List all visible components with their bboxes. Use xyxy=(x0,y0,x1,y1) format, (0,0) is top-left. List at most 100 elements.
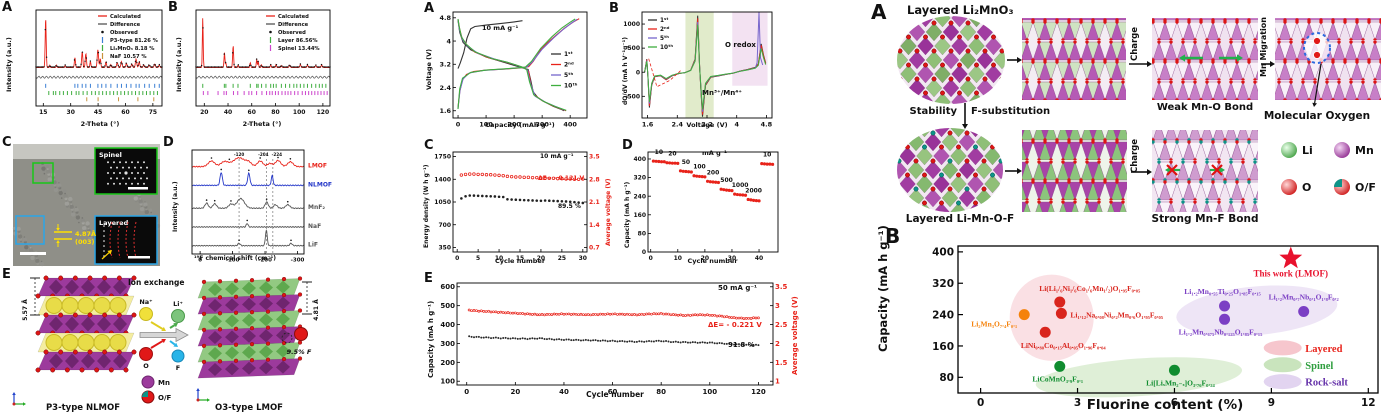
cyc120-xlabel: Cycle number xyxy=(586,390,644,399)
svg-text:1.6: 1.6 xyxy=(439,107,451,115)
svg-text:100: 100 xyxy=(693,164,706,171)
svg-text:0.7: 0.7 xyxy=(589,245,600,252)
svg-text:Mn: Mn xyxy=(1355,144,1374,157)
xrd-a-xlabel: 2-Theta (°) xyxy=(80,120,120,128)
svg-text:320: 320 xyxy=(932,278,954,290)
cyc30-deltae-annotation: ΔE= - 0.121 V xyxy=(538,175,585,182)
svg-text:6: 6 xyxy=(1171,397,1178,409)
svg-text:-100: -100 xyxy=(226,258,240,264)
svg-text:Li: Li xyxy=(1302,144,1313,157)
svg-text:30: 30 xyxy=(579,255,587,262)
svg-text:20: 20 xyxy=(668,151,676,158)
dqdv-xlabel: Voltage (V) xyxy=(686,121,728,129)
svg-text:LMOF: LMOF xyxy=(308,163,327,170)
svg-text:Li₂Mn₃O₇.₄F₀.₁: Li₂Mn₃O₇.₄F₀.₁ xyxy=(971,320,1017,329)
panel-label-e: E xyxy=(424,271,433,286)
xrd-b-ylabel: Intensity (a.u.) xyxy=(175,37,183,92)
svg-text:0: 0 xyxy=(198,258,202,264)
va-xlabel: Capacity (mAh g⁻¹) xyxy=(485,121,555,129)
svg-text:-224: -224 xyxy=(272,152,283,157)
panel-label-c: C xyxy=(424,138,434,153)
svg-text:Spinel: Spinel xyxy=(1305,361,1333,372)
svg-text:2: 2 xyxy=(775,340,780,348)
svg-text:120: 120 xyxy=(751,388,766,396)
svg-text:40: 40 xyxy=(559,388,569,396)
strong-bond-caption: Strong Mn-F Bond xyxy=(1151,213,1259,225)
svg-text:5ᵗʰ: 5ᵗʰ xyxy=(660,35,669,42)
svg-text:2.8: 2.8 xyxy=(589,176,600,183)
nmr-spectra-chart: -120 -204 -224 LMOF NLMOF MnF₂ NaF LiF 0 -100 -200… xyxy=(191,149,332,264)
svg-text:Spinel: Spinel xyxy=(99,151,122,159)
svg-text:1.6: 1.6 xyxy=(642,121,654,129)
svg-text:75: 75 xyxy=(149,109,157,116)
svg-text:200: 200 xyxy=(507,121,521,129)
svg-text:O/F: O/F xyxy=(158,394,172,402)
structure-caption-lmof: O3-type LMOF xyxy=(215,403,283,413)
svg-text:0: 0 xyxy=(977,397,984,409)
cyc30-retention-annotation: 89.5 % xyxy=(558,203,581,210)
svg-text:4: 4 xyxy=(446,37,451,45)
svg-text:Li₂MnO₃ 8.18 %: Li₂MnO₃ 8.18 % xyxy=(110,46,155,52)
svg-text:240: 240 xyxy=(932,309,954,321)
cyc120-deltae-annotation: ΔE= - 0.221 V xyxy=(708,321,762,329)
stability-label: Stability xyxy=(909,106,957,117)
panel-label-d: D xyxy=(163,135,174,150)
svg-text:10: 10 xyxy=(674,255,682,262)
svg-text:400: 400 xyxy=(932,247,954,259)
svg-text:12: 12 xyxy=(1361,397,1376,409)
svg-text:2.4: 2.4 xyxy=(439,84,451,92)
svg-text:10ᵗʰ: 10ᵗʰ xyxy=(660,44,673,51)
svg-text:45: 45 xyxy=(94,109,102,116)
panel-label-d: D xyxy=(622,138,633,153)
svg-text:10: 10 xyxy=(763,152,771,159)
svg-text:Observed: Observed xyxy=(110,30,138,36)
va-ylabel: Voltage (V) xyxy=(425,48,433,90)
svg-text:240: 240 xyxy=(633,193,646,200)
svg-text:1ˢᵗ: 1ˢᵗ xyxy=(660,17,669,24)
svg-text:20: 20 xyxy=(701,255,709,262)
svg-text:15: 15 xyxy=(516,255,524,262)
nmr-xlabel: ¹⁹F chemical shift (cm⁻¹) xyxy=(194,255,276,262)
svg-text:This work (LMOF): This work (LMOF) xyxy=(1254,269,1329,279)
svg-text:400: 400 xyxy=(633,156,646,163)
rate-xlabel: Cycle number xyxy=(687,257,738,265)
svg-text:10ᵗʰ: 10ᵗʰ xyxy=(564,83,578,90)
svg-text:40: 40 xyxy=(224,109,232,116)
svg-text:3: 3 xyxy=(1074,397,1081,409)
longterm-cycling-chart: 0 20 40 60 80 100 120 100 200 300 400 500 600 1 1.5 2 2.… xyxy=(440,282,788,396)
panel-label-e: E xyxy=(2,267,11,282)
svg-text:Li⁺: Li⁺ xyxy=(173,300,183,308)
svg-text:200: 200 xyxy=(440,359,455,367)
svg-text:80: 80 xyxy=(939,372,954,384)
svg-text:LiNi₀.₈₀Co₀.₁₅Al₀.₀₅O₁.₉₆F₀.₀₄: LiNi₀.₈₀Co₀.₁₅Al₀.₀₅O₁.₉₆F₀.₀₄ xyxy=(1021,341,1107,350)
svg-text:1000: 1000 xyxy=(623,21,640,28)
mn-redox-annotation: Mn³⁺/Mn⁴⁺ xyxy=(702,89,742,97)
ion-exchange-label: Ion exchange xyxy=(128,278,185,287)
cyc30-xlabel: Cycle number xyxy=(494,257,546,265)
svg-text:100: 100 xyxy=(479,121,493,129)
svg-text:P3-type 81.26 %: P3-type 81.26 % xyxy=(110,38,159,44)
svg-text:Difference: Difference xyxy=(278,22,309,28)
xrd-b-xlabel: 2-Theta (°) xyxy=(242,120,282,128)
svg-text:O: O xyxy=(1302,181,1311,194)
svg-text:1400: 1400 xyxy=(434,176,451,183)
svg-text:20: 20 xyxy=(537,255,545,262)
svg-text:Difference: Difference xyxy=(110,22,141,28)
svg-text:Li(Li₁/₆Ni₁/₆Co₁/₆Mn₁/₂)O₁.₉₅F: Li(Li₁/₆Ni₁/₆Co₁/₆Mn₁/₂)O₁.₉₅F₀.₀₅ xyxy=(1039,284,1141,293)
svg-text:600: 600 xyxy=(440,283,455,291)
svg-text:2.4: 2.4 xyxy=(672,121,684,129)
svg-text:Rock-salt: Rock-salt xyxy=(1305,378,1348,389)
figure-left-structure: A B C D E 15 30 45 60 75 Calculated Difference… xyxy=(0,0,340,419)
svg-text:2000: 2000 xyxy=(745,187,762,194)
svg-text:1: 1 xyxy=(775,378,780,386)
svg-text:400: 400 xyxy=(563,121,577,129)
svg-text:60: 60 xyxy=(121,109,129,116)
svg-text:2ⁿᵈ: 2ⁿᵈ xyxy=(660,26,670,33)
panel-label-b: B xyxy=(609,1,619,16)
svg-text:4.81 Å: 4.81 Å xyxy=(313,299,320,321)
cyc120-rate-annotation: 50 mA g⁻¹ xyxy=(718,284,758,292)
svg-text:2.5: 2.5 xyxy=(775,321,788,329)
rate-unit-annotation: mA g⁻¹ xyxy=(702,149,727,157)
o-redox-annotation: O redox xyxy=(725,41,756,49)
